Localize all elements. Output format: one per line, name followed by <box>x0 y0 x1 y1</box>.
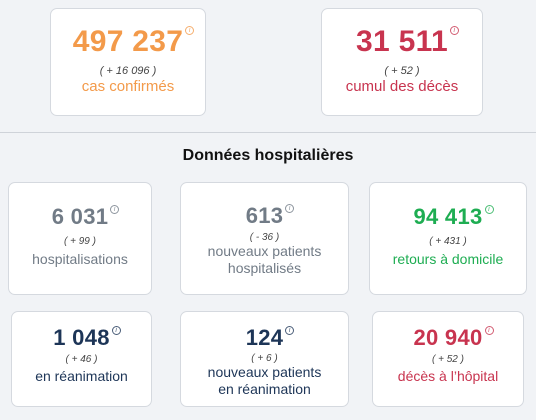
cumul-deces-value: 31 511 i <box>356 25 459 59</box>
section-divider <box>0 132 536 133</box>
retours-domicile-number: 94 413 <box>413 204 483 229</box>
retours-domicile-value: 94 413 i <box>413 204 494 230</box>
card-hospitalisations: 6 031 i ( + 99 ) hospitalisations <box>8 182 152 295</box>
card-nouveaux-hospitalises: 613 i ( - 36 ) nouveaux patients hospita… <box>180 182 349 295</box>
card-cumul-deces: 31 511 i ( + 52 ) cumul des décès <box>321 8 483 116</box>
reanimation-value: 1 048 i <box>53 325 121 351</box>
card-deces-hopital: 20 940 i ( + 52 ) décès à l’hôpital <box>372 311 524 407</box>
hospitalisations-number: 6 031 <box>51 204 109 229</box>
card-cas-confirmes: 497 237 i ( + 16 096 ) cas confirmés <box>50 8 206 116</box>
card-reanimation: 1 048 i ( + 46 ) en réanimation <box>11 311 152 407</box>
hospitalisations-value: 6 031 i <box>51 204 120 230</box>
card-retours-domicile: 94 413 i ( + 431 ) retours à domicile <box>369 182 527 295</box>
card-nouveaux-reanimation: 124 i ( + 6 ) nouveaux patients en réani… <box>180 311 349 407</box>
nouveaux-hospitalises-value: 613 i <box>245 203 295 229</box>
cumul-deces-label: cumul des décès <box>345 78 459 95</box>
retours-domicile-delta: ( + 431 ) <box>429 236 467 247</box>
retours-domicile-label: retours à domicile <box>392 251 504 267</box>
nouveaux-reanimation-number: 124 <box>245 325 284 350</box>
deces-hopital-value: 20 940 i <box>413 325 494 351</box>
info-icon[interactable]: i <box>285 326 295 335</box>
info-icon[interactable]: i <box>484 326 494 335</box>
nouveaux-hospitalises-label-line2: hospitalisés <box>227 259 302 276</box>
hospitalisations-label: hospitalisations <box>32 251 128 267</box>
info-icon[interactable]: i <box>484 205 494 214</box>
deces-hopital-delta: ( + 52 ) <box>432 354 464 365</box>
cas-confirmes-value: 497 237 i <box>72 25 195 59</box>
info-icon[interactable]: i <box>185 26 195 35</box>
cumul-deces-number: 31 511 <box>356 25 448 58</box>
reanimation-number: 1 048 <box>53 325 110 350</box>
info-icon[interactable]: i <box>111 326 121 335</box>
reanimation-label: en réanimation <box>35 368 128 384</box>
cas-confirmes-label: cas confirmés <box>81 78 175 95</box>
section-title: Données hospitalières <box>182 147 354 164</box>
nouveaux-hospitalises-number: 613 <box>245 203 284 228</box>
info-icon[interactable]: i <box>110 205 120 214</box>
nouveaux-hospitalises-delta: ( - 36 ) <box>249 232 280 243</box>
hospitalisations-delta: ( + 99 ) <box>64 236 96 247</box>
cas-confirmes-delta: ( + 16 096 ) <box>99 65 157 77</box>
nouveaux-reanimation-label-line1: nouveaux patients <box>207 364 322 380</box>
info-icon[interactable]: i <box>285 204 295 213</box>
deces-hopital-number: 20 940 <box>413 325 483 350</box>
deces-hopital-label: décès à l’hôpital <box>397 368 499 384</box>
nouveaux-reanimation-delta: ( + 6 ) <box>251 353 278 364</box>
nouveaux-reanimation-label-line2: en réanimation <box>218 380 311 397</box>
cumul-deces-delta: ( + 52 ) <box>384 65 420 77</box>
reanimation-delta: ( + 46 ) <box>65 354 98 365</box>
info-icon[interactable]: i <box>449 26 459 35</box>
nouveaux-hospitalises-label-line1: nouveaux patients <box>207 243 322 259</box>
cas-confirmes-number: 497 237 <box>72 25 184 58</box>
nouveaux-reanimation-value: 124 i <box>245 325 295 351</box>
